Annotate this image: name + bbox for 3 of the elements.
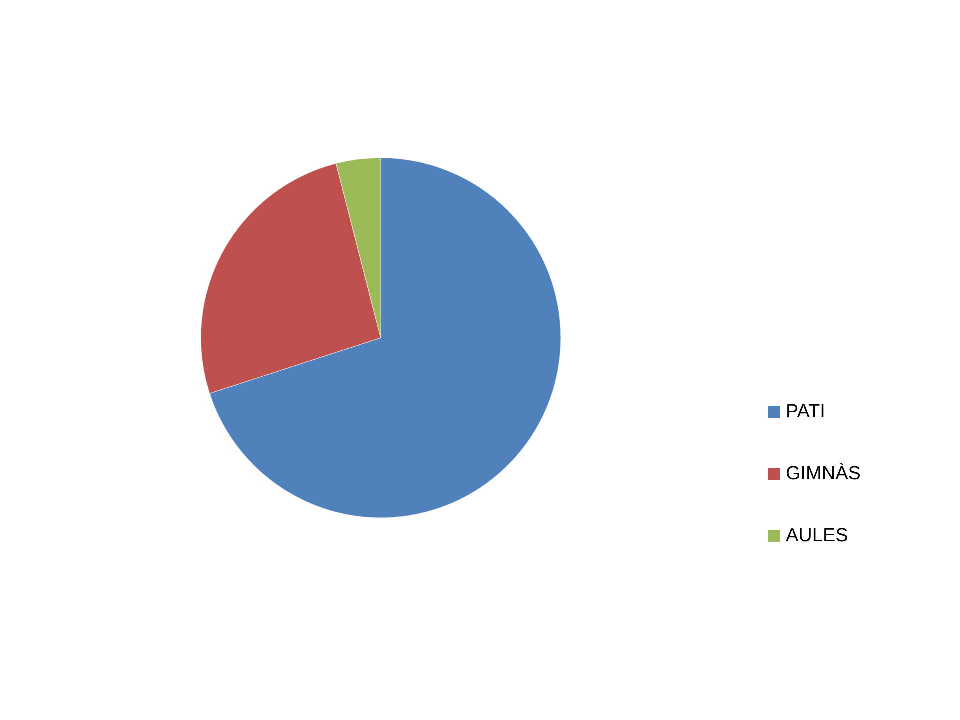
legend-label: AULES <box>786 526 848 546</box>
legend-label: PATI <box>786 402 826 422</box>
legend-label: GIMNÀS <box>786 462 861 484</box>
